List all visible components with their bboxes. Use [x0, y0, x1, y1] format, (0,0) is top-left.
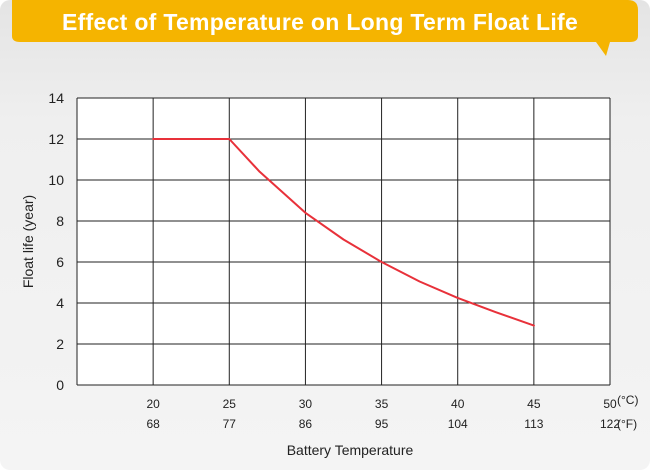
y-tick-label: 2: [56, 336, 64, 352]
x-tick-label-c: 40: [451, 397, 465, 411]
chart-title: Effect of Temperature on Long Term Float…: [61, 9, 579, 35]
y-tick-label: 6: [56, 254, 64, 270]
x-tick-label-f: 122: [600, 417, 620, 431]
x-tick-label-c: 45: [527, 397, 541, 411]
x-tick-label-f: 113: [524, 417, 543, 431]
x-unit-celsius: (°C): [617, 393, 638, 407]
y-tick-label: 10: [48, 172, 64, 188]
y-tick-label: 8: [56, 213, 64, 229]
x-axis-title: Battery Temperature: [287, 442, 414, 458]
x-tick-label-f: 104: [448, 417, 468, 431]
y-tick-label: 4: [56, 295, 64, 311]
plot-area: [77, 98, 610, 385]
x-tick-label-c: 30: [299, 397, 313, 411]
title-banner: [12, 0, 638, 56]
x-tick-label-f: 95: [375, 417, 389, 431]
x-tick-label-c: 50: [603, 397, 617, 411]
title-banner-shape: [12, 0, 638, 56]
y-axis-title: Float life (year): [20, 195, 36, 288]
float-life-line: [152, 138, 535, 327]
y-tick-label: 12: [48, 131, 64, 147]
x-tick-label-c: 35: [375, 397, 389, 411]
y-tick-label: 14: [48, 90, 64, 106]
x-tick-label-c: 20: [146, 397, 160, 411]
x-tick-label-f: 86: [299, 417, 313, 431]
x-tick-label-c: 25: [223, 397, 237, 411]
x-unit-fahrenheit: (°F): [617, 417, 637, 431]
y-tick-label: 0: [56, 377, 64, 393]
x-tick-label-f: 77: [223, 417, 237, 431]
x-tick-label-f: 68: [146, 417, 160, 431]
